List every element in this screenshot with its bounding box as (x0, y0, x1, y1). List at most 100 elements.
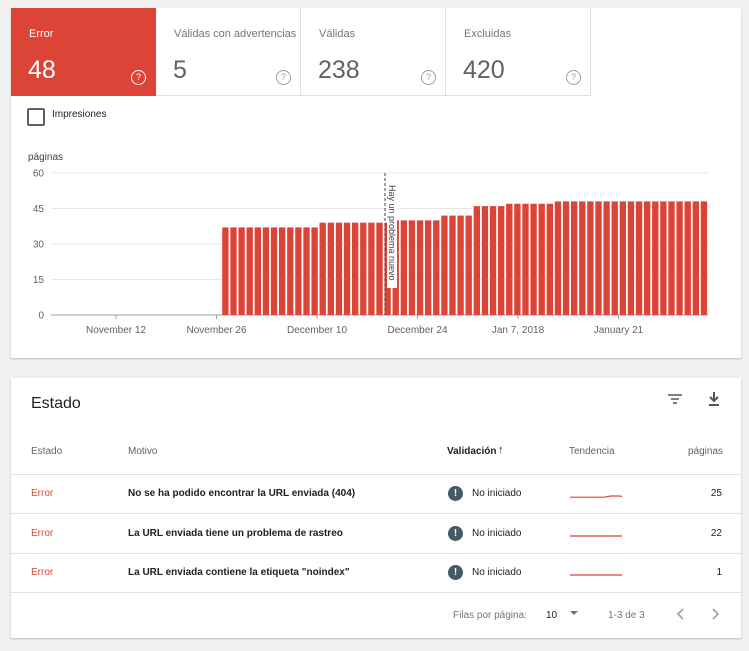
chart-bar[interactable] (587, 201, 594, 315)
chart-bar[interactable] (400, 220, 407, 315)
chart-bar[interactable] (335, 222, 343, 315)
y-tick-label: 60 (33, 169, 45, 180)
download-icon[interactable] (707, 391, 721, 411)
divider (11, 513, 741, 514)
help-icon[interactable]: ? (276, 70, 291, 85)
chart-bar[interactable] (262, 227, 270, 315)
chart-bar[interactable] (457, 215, 464, 315)
chart-bar[interactable] (376, 222, 383, 315)
row-paginas: 25 (710, 488, 722, 499)
chart-bar[interactable] (627, 201, 635, 315)
divider (11, 592, 741, 593)
chart-bar[interactable] (230, 227, 237, 315)
filter-icon[interactable] (667, 392, 683, 410)
chart-bar[interactable] (238, 227, 245, 315)
col-tendencia[interactable]: Tendencia (569, 446, 615, 457)
chart-bar[interactable] (343, 222, 351, 315)
chart-bar[interactable] (644, 201, 651, 315)
chart-bar[interactable] (571, 201, 578, 315)
chart-bar[interactable] (611, 201, 618, 315)
prev-page-icon[interactable] (675, 607, 687, 624)
chart-bar[interactable] (603, 201, 610, 315)
chart-bar[interactable] (692, 201, 699, 315)
chart-bar[interactable] (279, 227, 286, 315)
tile-error[interactable]: Error 48 ? (11, 8, 156, 96)
row-motivo: La URL enviada contiene la etiqueta "noi… (128, 567, 350, 578)
chart-bar[interactable] (246, 227, 253, 315)
chart-bar[interactable] (270, 227, 278, 315)
divider (11, 553, 741, 554)
rows-per-page-select[interactable]: 10 (546, 610, 558, 621)
sort-arrow-icon[interactable]: ↑ (498, 444, 504, 456)
help-icon[interactable]: ? (566, 70, 581, 85)
chart-bar[interactable] (530, 203, 537, 315)
chart-bar[interactable] (360, 222, 367, 315)
chart-bar[interactable] (579, 201, 586, 315)
col-estado[interactable]: Estado (31, 446, 63, 457)
chart-bar[interactable] (408, 220, 416, 315)
chart-bar[interactable] (554, 201, 562, 315)
chart-bar[interactable] (700, 201, 708, 315)
y-tick-label: 0 (38, 311, 44, 322)
chart-bar[interactable] (473, 206, 480, 315)
chart-bar[interactable] (303, 227, 310, 315)
tile-valid-warnings[interactable]: Válidas con advertencias 5 ? (156, 8, 301, 96)
chart-bar[interactable] (425, 220, 432, 315)
chart-bar[interactable] (441, 215, 448, 315)
chart-bar[interactable] (465, 215, 472, 315)
trend-sparkline (570, 535, 622, 537)
chart-bar[interactable] (489, 206, 497, 315)
x-tick-label: Jan 7, 2018 (492, 325, 545, 336)
chart-bar[interactable] (546, 203, 553, 315)
tile-label: Válidas (319, 28, 356, 40)
col-motivo[interactable]: Motivo (128, 446, 158, 457)
x-tick-label: December 10 (287, 325, 347, 336)
chart-bar[interactable] (368, 222, 375, 315)
chart-bar[interactable] (311, 227, 318, 315)
chart-bar[interactable] (538, 203, 545, 315)
col-validacion[interactable]: Validación (447, 446, 497, 457)
summary-card: Error 48 ? Válidas con advertencias 5 ? … (11, 8, 741, 358)
row-estado: Error (31, 488, 54, 499)
chart-bar[interactable] (684, 201, 691, 315)
chart-bar[interactable] (295, 227, 302, 315)
help-icon[interactable]: ? (421, 70, 436, 85)
tile-valid[interactable]: Válidas 238 ? (301, 8, 446, 96)
chart-bar[interactable] (222, 227, 229, 315)
col-paginas[interactable]: páginas (688, 446, 724, 457)
chart-bar[interactable] (416, 220, 424, 315)
chart-bar[interactable] (498, 206, 505, 315)
chart-bar[interactable] (514, 203, 521, 315)
chart-bar[interactable] (619, 201, 626, 315)
chart-bar[interactable] (506, 203, 513, 315)
chevron-down-icon[interactable] (568, 607, 580, 622)
chart-bar[interactable] (319, 222, 326, 315)
chart-bar[interactable] (660, 201, 667, 315)
annotation-label: Hay un problema nuevo (387, 185, 397, 281)
chart-bar[interactable] (433, 220, 440, 315)
row-estado: Error (31, 528, 54, 539)
chart-bar[interactable] (481, 206, 489, 315)
chart-bar[interactable] (327, 222, 334, 315)
chart-bar[interactable] (287, 227, 294, 315)
help-icon[interactable]: ? (131, 70, 146, 85)
impressions-label: Impresiones (52, 109, 107, 120)
chart-bar[interactable] (652, 201, 659, 315)
y-tick-label: 45 (33, 204, 45, 215)
chart-bar[interactable] (635, 201, 643, 315)
pagination-range: 1-3 de 3 (608, 610, 645, 621)
trend-sparkline (570, 495, 623, 498)
impressions-checkbox[interactable] (27, 108, 45, 126)
tile-count: 420 (463, 56, 505, 84)
chart-bar[interactable] (449, 215, 456, 315)
chart-bar[interactable] (668, 201, 675, 315)
chart-bar[interactable] (254, 227, 261, 315)
chart-bar[interactable] (352, 222, 359, 315)
chart-bar[interactable] (676, 201, 683, 315)
chart-bar[interactable] (595, 201, 602, 315)
tile-excluded[interactable]: Excluidas 420 ? (446, 8, 591, 96)
tile-count: 238 (318, 56, 360, 84)
chart-bar[interactable] (562, 201, 570, 315)
chart-bar[interactable] (522, 203, 529, 315)
next-page-icon[interactable] (709, 607, 721, 624)
